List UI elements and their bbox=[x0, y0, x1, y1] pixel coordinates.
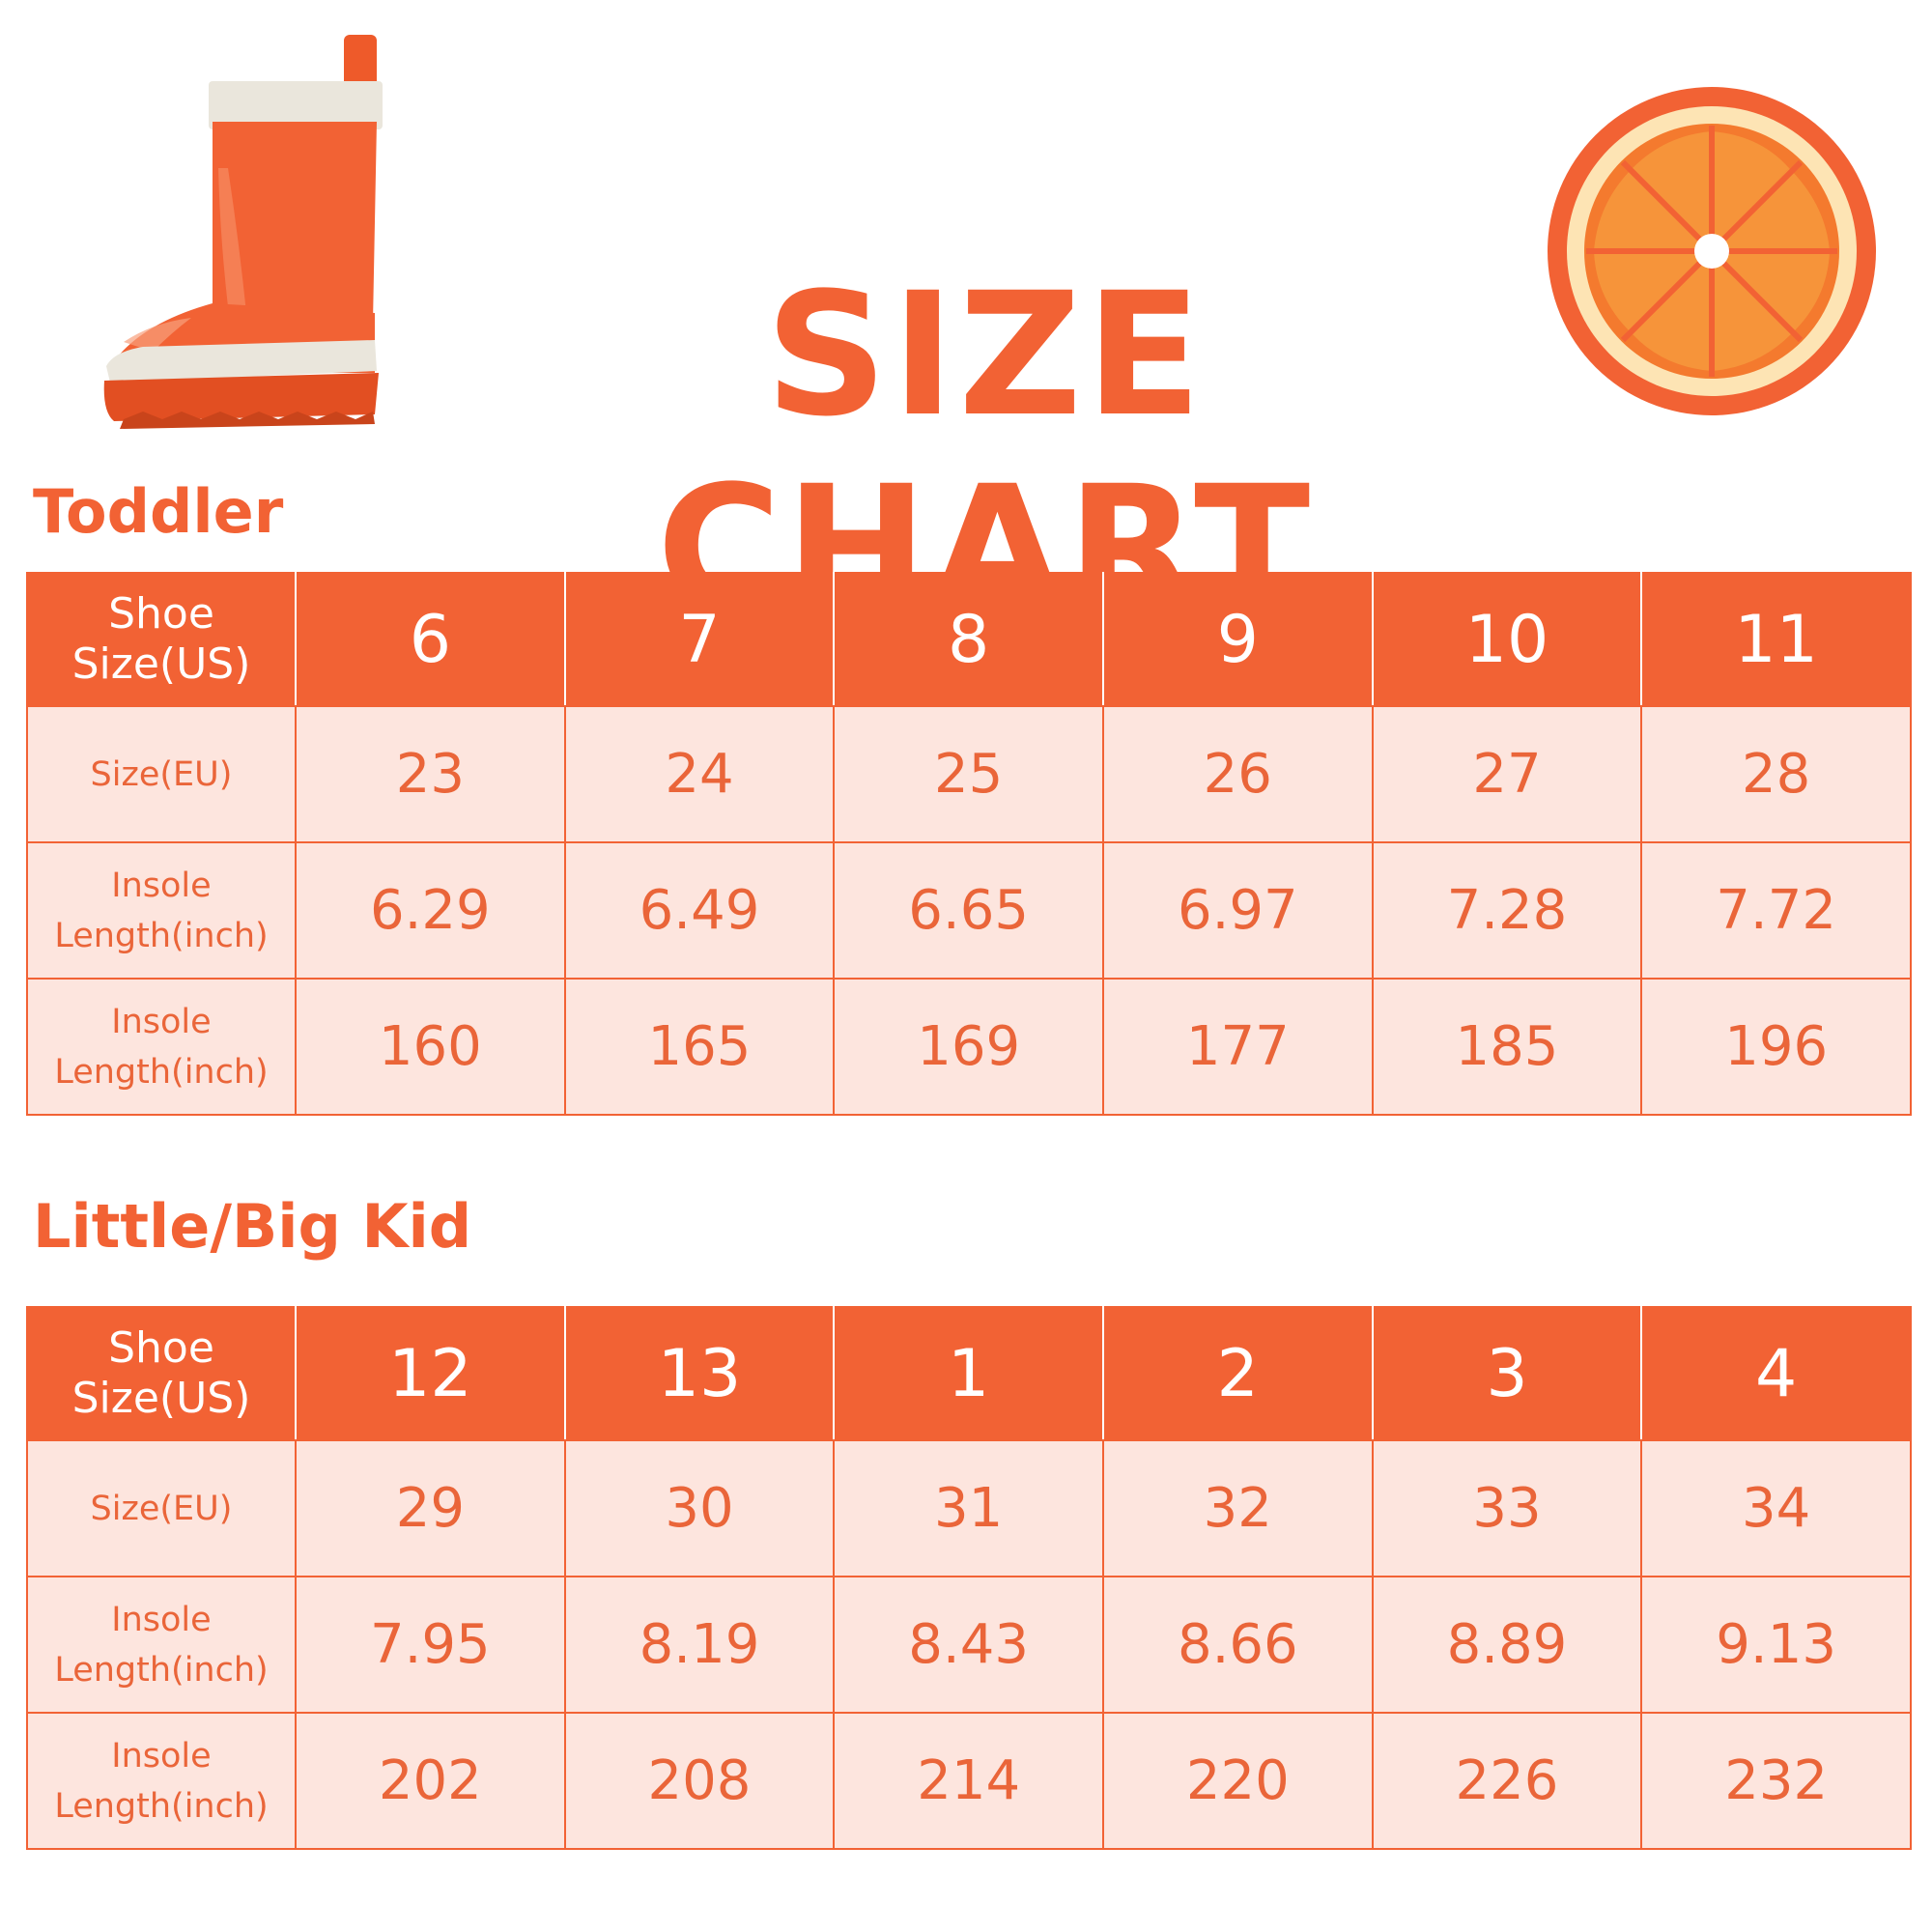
table-cell: 208 bbox=[563, 1712, 836, 1850]
table-cell: 165 bbox=[563, 978, 836, 1116]
table-cell: 196 bbox=[1640, 978, 1912, 1116]
us-size-cell: 7 bbox=[563, 572, 836, 707]
us-size-cell: 9 bbox=[1101, 572, 1374, 707]
table-cell: 7.95 bbox=[295, 1576, 566, 1714]
row-label: Size(EU) bbox=[26, 1439, 297, 1577]
table-cell: 169 bbox=[833, 978, 1104, 1116]
us-size-cell: 13 bbox=[563, 1306, 836, 1441]
rain-boot-icon bbox=[103, 35, 383, 429]
table-cell: 202 bbox=[295, 1712, 566, 1850]
table-cell: 7.72 bbox=[1640, 841, 1912, 980]
table-cell: 8.66 bbox=[1101, 1576, 1374, 1714]
section-title-little-big-kid: Little/Big Kid bbox=[33, 1191, 472, 1262]
table-cell: 6.49 bbox=[563, 841, 836, 980]
table-cell: 7.28 bbox=[1371, 841, 1643, 980]
table-cell: 6.29 bbox=[295, 841, 566, 980]
orange-slice-icon bbox=[1548, 87, 1876, 415]
row-label: Shoe Size(US) bbox=[26, 1306, 297, 1441]
table-cell: 160 bbox=[295, 978, 566, 1116]
us-size-cell: 10 bbox=[1371, 572, 1643, 707]
table-cell: 8.89 bbox=[1371, 1576, 1643, 1714]
size-table-toddler: Shoe Size(US) 6 7 8 9 10 11 Size(EU) 23 2… bbox=[26, 572, 1912, 1116]
table-cell: 8.43 bbox=[833, 1576, 1104, 1714]
table-cell: 23 bbox=[295, 705, 566, 843]
table-cell: 185 bbox=[1371, 978, 1643, 1116]
table-row: Size(EU) 29 30 31 32 33 34 bbox=[26, 1439, 1912, 1577]
table-cell: 214 bbox=[833, 1712, 1104, 1850]
section-title-toddler: Toddler bbox=[33, 476, 284, 547]
table-cell: 220 bbox=[1101, 1712, 1374, 1850]
table-cell: 27 bbox=[1371, 705, 1643, 843]
us-size-cell: 1 bbox=[833, 1306, 1104, 1441]
table-cell: 8.19 bbox=[563, 1576, 836, 1714]
table-cell: 33 bbox=[1371, 1439, 1643, 1577]
header-row: Shoe Size(US) 12 13 1 2 3 4 bbox=[26, 1306, 1912, 1441]
table-cell: 6.97 bbox=[1101, 841, 1374, 980]
table-cell: 9.13 bbox=[1640, 1576, 1912, 1714]
table-cell: 25 bbox=[833, 705, 1104, 843]
row-label: Shoe Size(US) bbox=[26, 572, 297, 707]
header-row: Shoe Size(US) 6 7 8 9 10 11 bbox=[26, 572, 1912, 707]
table-cell: 24 bbox=[563, 705, 836, 843]
row-label: Insole Length(inch) bbox=[26, 1576, 297, 1714]
us-size-cell: 4 bbox=[1640, 1306, 1912, 1441]
us-size-cell: 8 bbox=[833, 572, 1104, 707]
us-size-cell: 6 bbox=[295, 572, 566, 707]
table-row: Insole Length(inch) 7.95 8.19 8.43 8.66 8… bbox=[26, 1576, 1912, 1714]
us-size-cell: 3 bbox=[1371, 1306, 1643, 1441]
row-label: Insole Length(inch) bbox=[26, 978, 297, 1116]
page-title: SIZE CHART bbox=[656, 255, 1315, 647]
table-cell: 31 bbox=[833, 1439, 1104, 1577]
table-row: Insole Length(inch) 160 165 169 177 185 1… bbox=[26, 978, 1912, 1116]
table-row: Size(EU) 23 24 25 26 27 28 bbox=[26, 705, 1912, 843]
table-cell: 28 bbox=[1640, 705, 1912, 843]
table-cell: 232 bbox=[1640, 1712, 1912, 1850]
row-label: Insole Length(inch) bbox=[26, 1712, 297, 1850]
row-label: Size(EU) bbox=[26, 705, 297, 843]
table-cell: 34 bbox=[1640, 1439, 1912, 1577]
row-label: Insole Length(inch) bbox=[26, 841, 297, 980]
size-table-little-big-kid: Shoe Size(US) 12 13 1 2 3 4 Size(EU) 29 3… bbox=[26, 1306, 1912, 1850]
table-cell: 26 bbox=[1101, 705, 1374, 843]
table-cell: 29 bbox=[295, 1439, 566, 1577]
us-size-cell: 12 bbox=[295, 1306, 566, 1441]
table-row: Insole Length(inch) 202 208 214 220 226 2… bbox=[26, 1712, 1912, 1850]
table-cell: 226 bbox=[1371, 1712, 1643, 1850]
table-cell: 30 bbox=[563, 1439, 836, 1577]
us-size-cell: 2 bbox=[1101, 1306, 1374, 1441]
table-cell: 177 bbox=[1101, 978, 1374, 1116]
table-cell: 6.65 bbox=[833, 841, 1104, 980]
table-cell: 32 bbox=[1101, 1439, 1374, 1577]
us-size-cell: 11 bbox=[1640, 572, 1912, 707]
table-row: Insole Length(inch) 6.29 6.49 6.65 6.97 7… bbox=[26, 841, 1912, 980]
